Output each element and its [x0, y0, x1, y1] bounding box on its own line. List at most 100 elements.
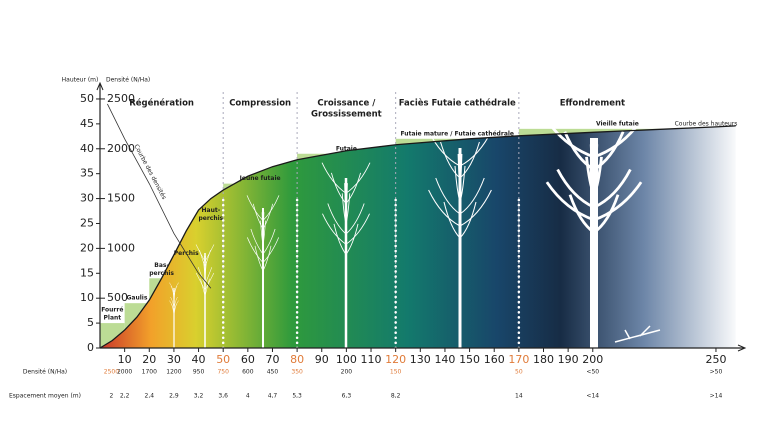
- y-tick-label: 50: [80, 92, 94, 105]
- row-value: 14: [515, 393, 523, 400]
- y-tick-label: 25: [80, 216, 94, 229]
- row-value: 6,3: [342, 393, 352, 400]
- tree-branch: [459, 129, 493, 167]
- tree-branch: [260, 220, 264, 246]
- tree-branch: [321, 162, 347, 194]
- y2-tick-label: 2000: [107, 142, 135, 155]
- tree-branch: [563, 131, 595, 171]
- tree-branch: [204, 250, 211, 268]
- tree-branch: [262, 212, 265, 238]
- tree-branch: [459, 141, 480, 179]
- tree-branch: [593, 194, 620, 234]
- tree-branch: [459, 189, 492, 227]
- tree-branch: [173, 300, 180, 312]
- forest-area: [100, 125, 736, 348]
- tree-branch: [168, 300, 175, 312]
- x-tick-label: 120: [385, 353, 406, 366]
- x-tick-label: 80: [290, 353, 304, 366]
- tree-branch: [254, 245, 264, 272]
- tree-branch: [200, 278, 206, 296]
- stage-label: Fourré: [101, 307, 123, 314]
- row-value: 350: [291, 369, 303, 376]
- x-axis-arrow: [737, 344, 747, 352]
- row-value: 2500: [104, 369, 119, 376]
- tree-branch: [199, 250, 206, 268]
- tree-branch: [592, 156, 603, 196]
- tree-branch: [345, 213, 370, 245]
- x-tick-label: 70: [265, 353, 279, 366]
- tree-branch: [593, 168, 632, 209]
- tree-branch: [252, 203, 264, 230]
- phase-title: Effondrement: [560, 99, 625, 109]
- tree-branch: [333, 223, 347, 255]
- phase-title: Croissance /: [317, 99, 376, 109]
- tree-branch: [173, 286, 178, 298]
- x-tick-label: 110: [361, 353, 382, 366]
- fallen-branch: [614, 325, 661, 343]
- tree-branch: [262, 203, 274, 230]
- row-value: <50: [586, 369, 599, 376]
- phase-title: Compression: [229, 99, 291, 109]
- tree-branch: [459, 177, 485, 215]
- tree-branch: [204, 255, 206, 273]
- y-tick-label: 0: [87, 341, 94, 354]
- tree-branch: [197, 267, 206, 285]
- tree-branch: [459, 153, 463, 191]
- row-value: 5,3: [292, 393, 302, 400]
- x-tick-label: 200: [582, 353, 603, 366]
- y-tick-label: 15: [80, 266, 94, 279]
- x-tick-label: 30: [167, 353, 181, 366]
- tree-branch: [459, 201, 477, 239]
- tree-branch: [341, 193, 347, 224]
- tree-branch: [345, 203, 365, 235]
- x-tick-label: 190: [558, 353, 579, 366]
- row-value: 750: [217, 369, 229, 376]
- tree-branch: [459, 165, 466, 203]
- x-tick-label: 60: [241, 353, 255, 366]
- stage-label: Gaulis: [126, 295, 147, 302]
- y2-axis-title: Densité (N/Ha): [106, 77, 150, 84]
- x-tick-label: 130: [410, 353, 431, 366]
- y-axis-arrow: [96, 81, 104, 91]
- tree-branch: [454, 165, 461, 203]
- row-value: 1200: [166, 369, 181, 376]
- tree-branch: [204, 267, 213, 285]
- row-value: 4,7: [268, 393, 278, 400]
- tree-branch: [427, 129, 461, 167]
- tree-branch: [345, 193, 351, 224]
- row-value: 950: [193, 369, 205, 376]
- y-tick-label: 30: [80, 192, 94, 205]
- y2-tick-label: 1000: [107, 241, 135, 254]
- row-label: Densité (N/Ha): [23, 369, 67, 376]
- row-value: 2,9: [169, 393, 179, 400]
- tree-branch: [545, 181, 595, 222]
- row-value: 1700: [142, 369, 157, 376]
- tree-branch: [262, 245, 272, 272]
- tree-branch: [170, 286, 175, 298]
- tree-branch: [327, 203, 347, 235]
- row-value: 4: [246, 393, 250, 400]
- tree-branch: [262, 220, 266, 246]
- tree-branch: [345, 172, 362, 204]
- row-value: 8,2: [391, 393, 401, 400]
- y-tick-label: 5: [87, 316, 94, 329]
- tree-branch: [204, 278, 210, 296]
- forest-area-fill: [100, 125, 736, 348]
- tree-branch: [204, 244, 215, 262]
- row-value: 2,2: [120, 393, 130, 400]
- tree-branch: [262, 195, 280, 221]
- row-value: >50: [710, 369, 723, 376]
- row-value: 150: [390, 369, 402, 376]
- stage-label: Haut-: [202, 207, 221, 214]
- curve-label: Courbe des densités: [133, 143, 168, 200]
- y2-tick-label: 1500: [107, 192, 135, 205]
- row-value: 200: [341, 369, 353, 376]
- x-tick-label: 100: [336, 353, 357, 366]
- tree-branch: [593, 118, 644, 159]
- row-value: 3,6: [218, 393, 228, 400]
- stage-label: Futaie mature / Futaie cathédrale: [401, 130, 515, 137]
- tree-branch: [262, 237, 280, 263]
- x-tick-label: 20: [142, 353, 156, 366]
- stage-label: perchis: [149, 270, 174, 277]
- tree-branch: [440, 141, 461, 179]
